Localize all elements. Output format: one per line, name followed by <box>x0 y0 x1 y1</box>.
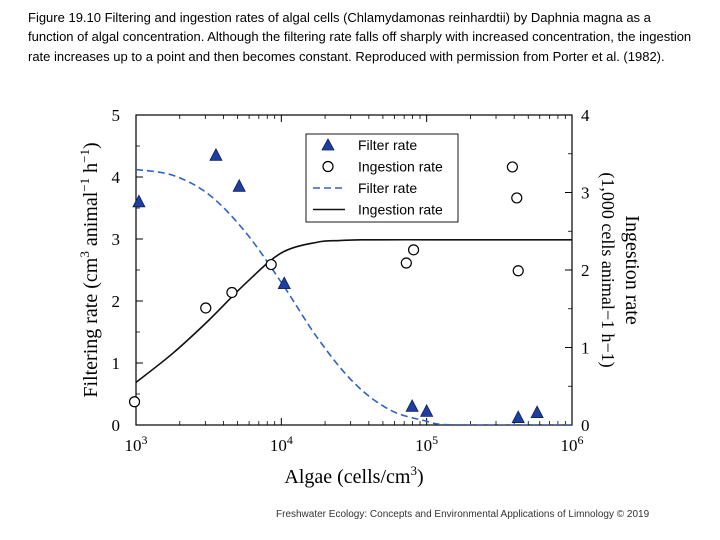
figure-caption: Figure 19.10 Filtering and ingestion rat… <box>28 10 692 64</box>
filter-rate-point-6 <box>511 410 525 423</box>
y-left-tick-label-0: 0 <box>112 416 121 435</box>
x-axis-label: Algae (cells/cm3) <box>284 463 423 488</box>
filter-rate-point-5 <box>420 403 434 417</box>
y-right-axis-label-line2: (1,000 cells animal−1 h−1) <box>597 172 618 367</box>
copyright-footer: Freshwater Ecology: Concepts and Environ… <box>276 509 650 520</box>
filter-rate-point-4 <box>405 399 419 412</box>
filter-rate-point-3 <box>277 276 291 290</box>
y-right-tick-label-0: 0 <box>581 416 590 435</box>
ingestion-rate-point-3 <box>265 258 277 271</box>
ingestion-rate-point-1 <box>200 302 212 314</box>
y-right-tick-label-4: 4 <box>581 106 590 125</box>
ingestion-rate-point-0 <box>128 396 141 408</box>
y-left-tick-label-2: 2 <box>112 292 121 311</box>
legend-label-1: Ingestion rate <box>358 159 443 175</box>
legend-circle-marker <box>322 160 334 173</box>
ingestion-rate-point-6 <box>506 161 519 173</box>
x-tick-label-0: 103 <box>125 433 148 455</box>
ingestion-rate-point-8 <box>512 265 524 277</box>
series-line-ingestion-rate-solid <box>136 238 572 384</box>
y-right-axis-label-line1: Ingestion rate <box>621 215 643 325</box>
y-left-axis-label: Filtering rate (cm3 animal−1 h−1) <box>77 142 102 397</box>
filter-rate-point-0 <box>132 194 146 208</box>
x-tick-label-2: 105 <box>415 433 438 455</box>
filter-rate-point-1 <box>209 147 223 161</box>
ingestion-rate-point-7 <box>511 192 523 204</box>
filter-rate-point-7 <box>530 405 544 419</box>
y-left-tick-label-5: 5 <box>112 106 121 125</box>
y-left-tick-label-3: 3 <box>112 230 121 249</box>
legend-label-2: Filter rate <box>358 180 417 196</box>
legend-triangle-marker <box>321 138 335 151</box>
legend-label-0: Filter rate <box>358 137 417 153</box>
filter-rate-point-2 <box>232 178 246 192</box>
y-right-tick-label-2: 2 <box>581 261 590 280</box>
ingestion-rate-point-2 <box>226 286 238 299</box>
x-tick-label-3: 106 <box>561 433 584 455</box>
ingestion-rate-point-4 <box>400 257 412 269</box>
y-left-tick-label-4: 4 <box>112 168 121 187</box>
y-right-tick-label-1: 1 <box>581 339 590 358</box>
y-right-tick-label-3: 3 <box>581 184 590 203</box>
x-tick-label-1: 104 <box>270 433 293 455</box>
series-line-filter-rate-dashed <box>136 168 572 425</box>
y-left-tick-label-1: 1 <box>112 354 121 373</box>
ingestion-rate-point-5 <box>407 244 420 256</box>
legend-label-3: Ingestion rate <box>358 202 443 218</box>
